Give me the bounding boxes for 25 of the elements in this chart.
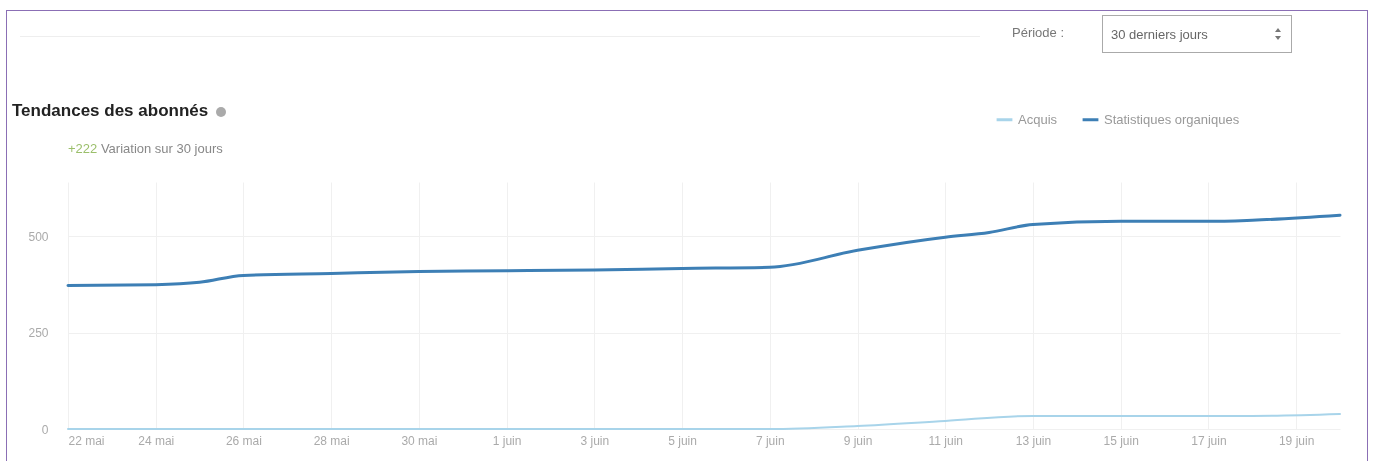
- x-tick-label: 7 juin: [755, 433, 785, 448]
- x-tick-label: 9 juin: [843, 433, 873, 448]
- text: Période :: [1012, 25, 1065, 40]
- y-tick-label: 500: [28, 229, 49, 244]
- chart-title: Tendances des abonnés: [12, 101, 210, 121]
- x-tick-label: 28 mai: [313, 433, 350, 448]
- x-tick-label: 11 juin: [928, 433, 963, 448]
- x-tick-label: 26 mai: [225, 433, 262, 448]
- x-tick-label: 1 juin: [492, 433, 522, 448]
- x-tick-label: 15 juin: [1103, 433, 1139, 448]
- line-series: [66, 213, 1342, 287]
- select-field: 30 derniers jours: [1102, 15, 1292, 53]
- chart-subtitle: +222 Variation sur 30 jours: [68, 141, 223, 156]
- x-tick-label: 3 juin: [580, 433, 610, 448]
- x-tick-label: 19 juin: [1278, 433, 1315, 448]
- x-tick-label: 22 mai: [68, 433, 105, 448]
- x-tick-label: 13 juin: [1015, 433, 1052, 448]
- x-tick-label: 17 juin: [1191, 433, 1227, 448]
- x-tick-label: 5 juin: [668, 433, 697, 448]
- x-tick-label: 24 mai: [138, 433, 175, 448]
- legend-label: Statistiques organiques: [1104, 111, 1240, 127]
- y-tick-label: 250: [28, 326, 49, 341]
- legend-label: Acquis: [1018, 111, 1058, 127]
- x-tick-label: 30 mai: [401, 433, 438, 448]
- y-tick-label: 0: [41, 422, 49, 437]
